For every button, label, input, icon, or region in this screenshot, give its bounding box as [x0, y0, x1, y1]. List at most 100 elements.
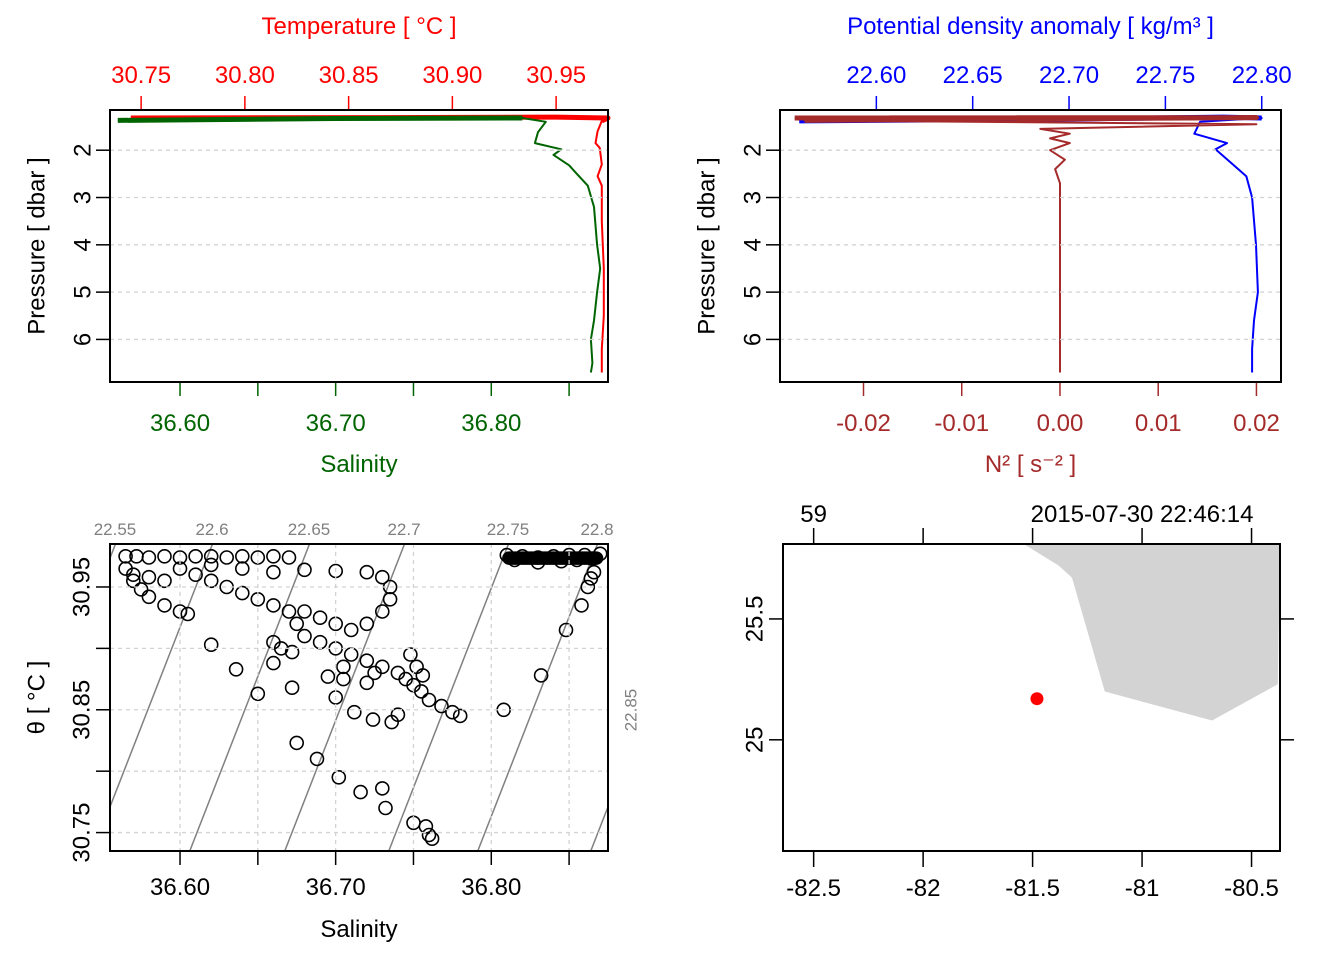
y-tick-label: 30.75 [68, 803, 95, 863]
longitude-label: -81.5 [1005, 875, 1060, 902]
plot-frame [109, 543, 609, 852]
bottom-tick-label: 36.70 [306, 410, 366, 437]
scatter-point [580, 579, 596, 595]
scatter-point [421, 827, 437, 843]
scatter-point [533, 668, 549, 683]
scatter-point [343, 647, 359, 662]
scatter-point [320, 669, 336, 684]
scatter-point [331, 769, 347, 785]
scatter-point [228, 661, 244, 677]
dense-point-cluster [502, 551, 604, 565]
scatter-point [297, 562, 312, 578]
y-tick-label: 5 [739, 285, 766, 298]
scatter-point [558, 622, 574, 638]
scatter-point [374, 569, 390, 585]
y-tick-label: 6 [739, 333, 766, 346]
scatter-point [434, 698, 449, 714]
isopycnal-label: 22.8 [580, 520, 613, 539]
surface-band [794, 115, 1259, 123]
x-axis-label: Salinity [320, 916, 397, 943]
scatter-point [418, 819, 434, 834]
ts-diagram: 36.60 36.70 36.80 30.75 30.85 30.95 Salinity θ … [23, 520, 640, 943]
longitude-label: -82 [906, 875, 941, 902]
y-tick-label: 30.95 [68, 557, 95, 617]
y-tick-label: 4 [69, 238, 96, 251]
scatter-point [409, 659, 424, 675]
station-time-label: 2015-07-30 22:46:14 [1031, 501, 1254, 528]
scatter-point [312, 610, 328, 626]
y-axis-label: θ [ °C ] [23, 661, 50, 735]
y-tick-label: 5 [69, 285, 96, 298]
y-tick-label: 3 [739, 191, 766, 204]
scatter-point [309, 751, 325, 767]
scatter-point [281, 604, 297, 619]
top-tick-label: 22.65 [943, 62, 1003, 89]
scatter-point [365, 712, 381, 727]
scatter-point [343, 622, 359, 638]
latitude-label: 25 [741, 726, 768, 753]
scatter-point [266, 564, 281, 580]
temperature-salinity-profile: 2 3 4 5 6 Pressure [ dbar ] 30.75 30.80 30.85 30.… [23, 13, 611, 478]
scatter-point [297, 604, 312, 619]
top-tick-label: 30.80 [215, 62, 275, 89]
scatter-point [157, 598, 172, 613]
scatter-point [378, 800, 393, 816]
scatter-point [266, 548, 281, 564]
top-tick-label: 22.80 [1232, 62, 1292, 89]
bottom-tick-label: 36.80 [461, 410, 521, 437]
scatter-point [289, 735, 305, 751]
scatter-point [574, 598, 589, 613]
scatter-point [203, 548, 219, 564]
scatter-point [219, 550, 234, 565]
scatter-point [235, 561, 250, 576]
scatter-point [284, 680, 300, 696]
isopycnal-line [387, 544, 510, 851]
scatter-point [203, 557, 219, 573]
y-tick-label: 2 [739, 144, 766, 157]
scatter-point [141, 569, 157, 585]
scatter-point [133, 582, 149, 597]
bottom-axis-label: N² [ s⁻² ] [985, 451, 1076, 478]
y-tick-label: 4 [739, 238, 766, 251]
scatter-point [353, 784, 368, 800]
bottom-tick-label: 36.60 [150, 410, 210, 437]
station-map: -82.5 -82 -81.5 -81 -80.5 25 25.5 59 2015-07-30 … [741, 501, 1294, 902]
latitude-label: 25.5 [741, 596, 768, 643]
longitude-label: -81 [1125, 875, 1160, 902]
scatter-point [141, 589, 157, 605]
isopycnal-line [188, 544, 311, 851]
scatter-point [297, 628, 312, 644]
y-tick-label: 6 [69, 333, 96, 346]
scatter-point [452, 708, 468, 724]
y-axis-label: Pressure [ dbar ] [23, 157, 50, 334]
x-tick-label: 36.60 [150, 874, 210, 901]
isopycnal-line [589, 804, 608, 851]
scatter-point [359, 616, 375, 632]
scatter-point [359, 675, 375, 691]
scatter-point [188, 567, 203, 583]
longitude-label: -80.5 [1224, 875, 1279, 902]
scatter-point [141, 550, 157, 565]
bottom-tick-label: -0.01 [934, 410, 989, 437]
bottom-tick-label: 0.01 [1135, 410, 1182, 437]
scatter-point [374, 781, 390, 796]
scatter-point [126, 573, 141, 589]
top-axis-label: Temperature [ °C ] [262, 13, 457, 40]
y-tick-label: 3 [69, 191, 96, 204]
scatter-point [289, 616, 305, 632]
y-tick-label: 2 [69, 144, 96, 157]
isopycnal-label: 22.6 [195, 520, 228, 539]
land-polygon [1023, 544, 1280, 721]
x-tick-label: 36.70 [306, 874, 366, 901]
plot-frame [109, 109, 609, 383]
scatter-point [235, 548, 250, 564]
isopycnal-label: 22.65 [288, 520, 331, 539]
density-n2-profile: 2 3 4 5 6 Pressure [ dbar ] 22.60 22.65 22.70 22.… [693, 13, 1291, 478]
scatter-point [413, 684, 429, 699]
scatter-point [126, 567, 141, 583]
top-tick-label: 30.85 [319, 62, 379, 89]
bottom-tick-label: 0.02 [1233, 410, 1280, 437]
surface-band [117, 115, 523, 123]
bottom-axis-label: Salinity [320, 451, 397, 478]
